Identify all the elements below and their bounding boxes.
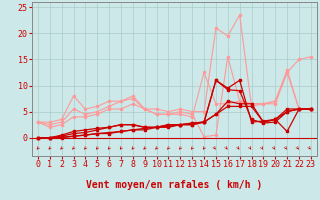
X-axis label: Vent moyen/en rafales ( km/h ): Vent moyen/en rafales ( km/h ) [86, 180, 262, 190]
